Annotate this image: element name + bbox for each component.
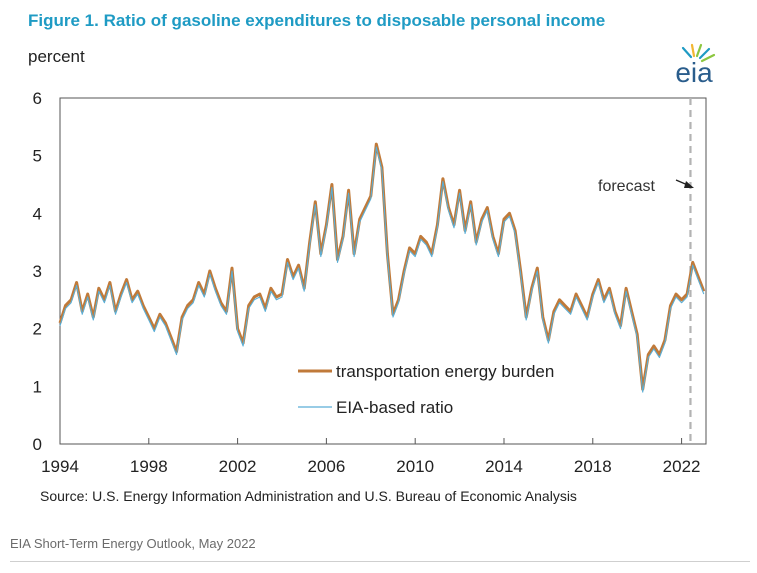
- y-tick-label: 4: [33, 204, 42, 223]
- y-tick-label: 3: [33, 262, 42, 281]
- x-axis: 1994 1998 2002 2006 2010 2014 2018 2022: [41, 438, 700, 476]
- source-note: Source: U.S. Energy Information Administ…: [40, 488, 577, 504]
- x-tick-label: 2018: [574, 457, 612, 476]
- eia-logo: eia: [675, 43, 716, 88]
- y-tick-label: 2: [33, 320, 42, 339]
- y-axis-label: percent: [28, 47, 85, 66]
- footer-divider: [10, 561, 750, 562]
- x-tick-label: 2010: [396, 457, 434, 476]
- y-tick-label: 5: [33, 147, 42, 166]
- legend: transportation energy burden EIA-based r…: [298, 362, 554, 417]
- series-line-transportation-energy-burden: [58, 142, 706, 391]
- x-tick-label: 2006: [307, 457, 345, 476]
- forecast-arrow-icon: [675, 179, 694, 188]
- chart: percent 0 1 2 3 4 5 6 1994 1998 2002 2006 2010 2014…: [28, 47, 707, 504]
- x-tick-label: 1994: [41, 457, 79, 476]
- legend-label-eia-based-ratio: EIA-based ratio: [336, 398, 453, 417]
- footer-caption: EIA Short-Term Energy Outlook, May 2022: [10, 536, 256, 551]
- y-tick-label: 1: [33, 377, 42, 396]
- figure-title: Figure 1. Ratio of gasoline expenditures…: [28, 11, 606, 30]
- x-tick-label: 2014: [485, 457, 523, 476]
- plot-area: [59, 97, 707, 445]
- y-tick-label: 0: [33, 435, 42, 454]
- series-line-eia-based-ratio: [59, 146, 705, 393]
- logo-rays-icon: [681, 43, 716, 63]
- x-tick-label: 2022: [663, 457, 701, 476]
- y-tick-label: 6: [33, 89, 42, 108]
- logo-text: eia: [675, 57, 713, 88]
- legend-label-transportation-energy-burden: transportation energy burden: [336, 362, 554, 381]
- y-axis: 0 1 2 3 4 5 6: [33, 89, 42, 454]
- x-tick-label: 2002: [219, 457, 257, 476]
- x-tick-label: 1998: [130, 457, 168, 476]
- forecast-annotation: forecast: [598, 178, 655, 195]
